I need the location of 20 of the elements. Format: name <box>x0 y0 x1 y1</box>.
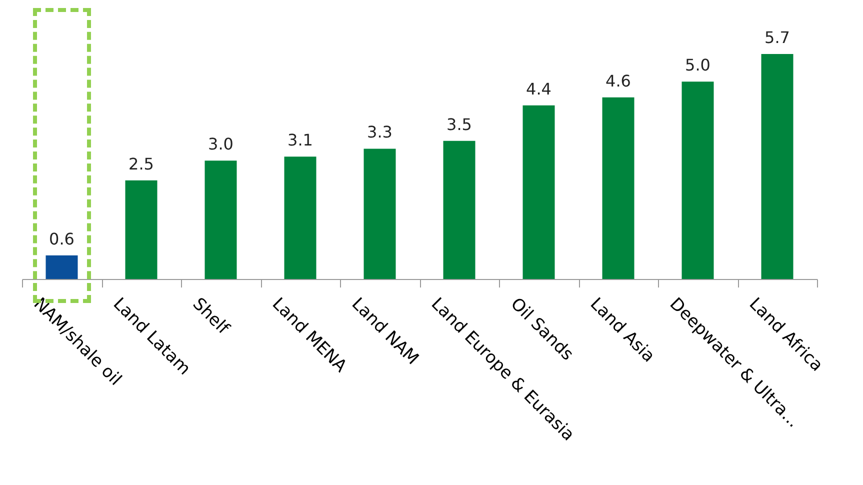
data-label: 3.5 <box>446 114 472 134</box>
data-label: 3.1 <box>288 130 313 150</box>
bar <box>761 54 794 279</box>
bar <box>443 140 476 279</box>
data-label: 4.6 <box>606 71 631 90</box>
bar <box>204 160 237 279</box>
data-label: 3.3 <box>367 122 392 142</box>
data-label: 5.0 <box>685 56 710 75</box>
bar <box>522 105 555 279</box>
data-label: 0.6 <box>49 229 74 248</box>
bar <box>284 156 316 279</box>
bar <box>125 180 158 279</box>
bar <box>364 148 396 279</box>
bar <box>682 82 714 279</box>
data-label: 4.4 <box>526 79 552 98</box>
bar <box>46 255 78 279</box>
data-label: 2.5 <box>128 154 154 174</box>
data-label: 3.0 <box>208 134 234 154</box>
bar <box>602 97 634 279</box>
data-label: 5.7 <box>764 28 790 47</box>
